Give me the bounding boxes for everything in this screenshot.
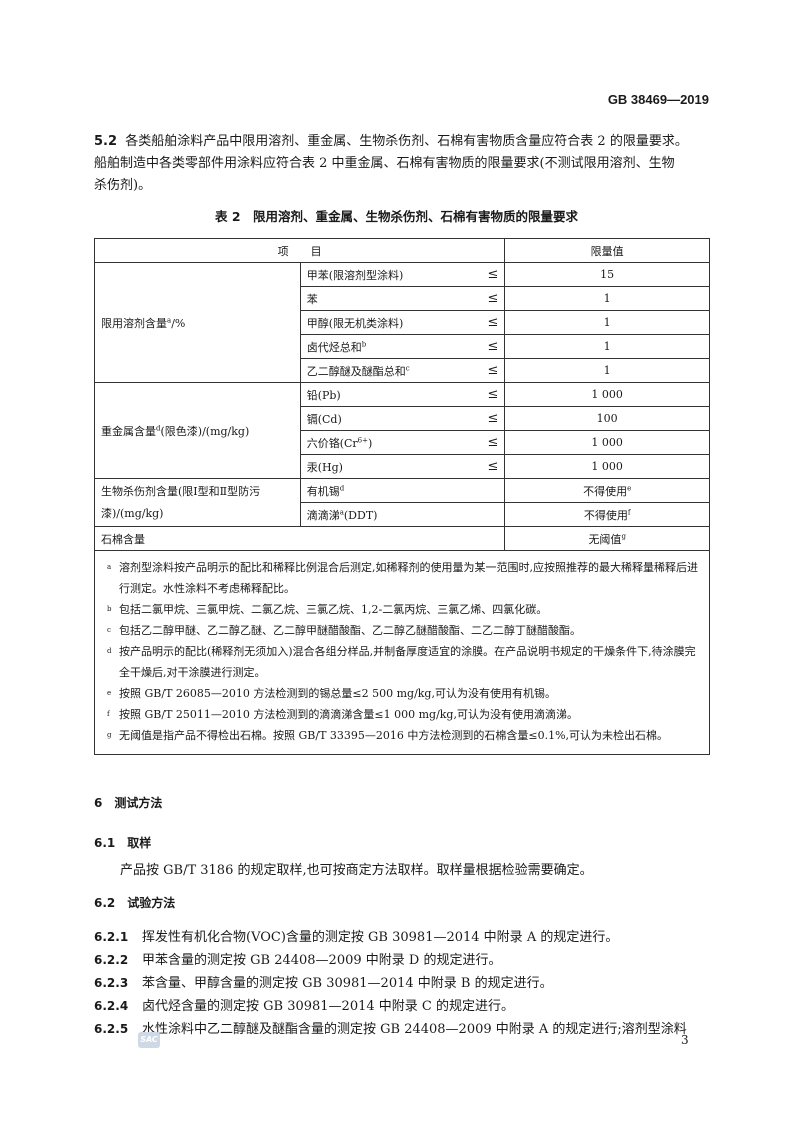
item-cell: 有机锡d [299, 478, 506, 503]
clause-5-2: 5.2 各类船舶涂料产品中限用溶剂、重金属、生物杀伤剂、石棉有害物质含量应符合表… [94, 131, 688, 197]
footnote: a 溶剂型涂料按产品明示的配比和稀释比例混合后测定,如稀释剂的使用量为某一范围时,… [107, 561, 698, 595]
item-cell: 汞(Hg) ≤ [299, 454, 506, 479]
limits-table: 项 目 限量值 限用溶剂含量a/% 甲苯(限溶剂型涂料) ≤ 15 苯 ≤ 1 甲醇… [93, 238, 710, 755]
section-6-2-heading: 6.2 试验方法 [94, 896, 176, 910]
value-cell: 100 [504, 406, 710, 431]
section-6-1-heading: 6.1 取样 [94, 836, 152, 850]
table-row: 卤代烃总和b ≤ 1 [95, 334, 710, 359]
item-cell: 六价铬(Cr6+) ≤ [299, 430, 506, 455]
clause-number: 5.2 [94, 134, 118, 149]
header-limit: 限量值 [504, 238, 710, 263]
value-cell: 1 [504, 310, 710, 335]
sac-logo: SAC [138, 1032, 160, 1048]
clause-line: 杀伤剂)。 [94, 178, 152, 193]
subclause: 6.2.2 甲苯含量的测定按 GB 24408—2009 中附录 D 的规定进行。 [94, 953, 502, 968]
page-number: 3 [681, 1033, 689, 1047]
item-cell: 镉(Cd) ≤ [299, 406, 506, 431]
table-row: 甲醇(限无机类涂料) ≤ 1 [95, 310, 710, 335]
clause-line: 船舶制造中各类零部件用涂料应符合表 2 中重金属、石棉有害物质的限量要求(不测试… [94, 156, 675, 171]
value-cell: 不得使用e [504, 478, 710, 503]
item-cell: 铅(Pb) ≤ [299, 382, 506, 407]
table-row: 汞(Hg) ≤ 1 000 [95, 454, 710, 479]
table-row: 滴滴涕a(DDT) 不得使用f [95, 502, 710, 527]
section-6-2-items: 6.2.1 挥发性有机化合物(VOC)含量的测定按 GB 30981—2014 中… [94, 926, 687, 1041]
subclause: 6.2.5 水性涂料中乙二醇醚及醚酯含量的测定按 GB 24408—2009 中附… [94, 1022, 687, 1037]
footnote: d 按产品明示的配比(稀释剂无须加入)混合各组分样品,并制备厚度适宜的涂膜。在产品… [107, 645, 696, 679]
table-row: 石棉含量 无阈值g [93, 526, 710, 551]
section-6-heading: 6 测试方法 [94, 796, 163, 810]
subclause: 6.2.1 挥发性有机化合物(VOC)含量的测定按 GB 30981—2014 中… [94, 930, 619, 945]
table-row: 生物杀伤剂含量(限Ⅰ型和Ⅱ型防污漆)/(mg/kg) 有机锡d 不得使用e [94, 478, 710, 527]
value-cell: 15 [504, 262, 710, 287]
item-cell: 甲醇(限无机类涂料) ≤ [299, 310, 506, 335]
item-cell: 苯 ≤ [299, 286, 506, 311]
document-id: GB 38469—2019 [607, 92, 709, 107]
table-row: 苯 ≤ 1 [95, 286, 710, 311]
value-cell: 1 [504, 358, 710, 383]
header-item: 项 目 [93, 238, 506, 263]
subclause: 6.2.4 卤代烃含量的测定按 GB 30981—2014 中附录 C 的规定进行… [94, 999, 514, 1014]
value-cell: 1 000 [504, 430, 710, 455]
item-cell: 卤代烃总和b ≤ [299, 334, 506, 359]
value-cell: 无阈值g [504, 526, 710, 551]
item-cell: 滴滴涕a(DDT) [299, 502, 506, 527]
table-caption: 表 2 限用溶剂、重金属、生物杀伤剂、石棉有害物质的限量要求 [214, 209, 579, 224]
footnote: c 包括乙二醇甲醚、乙二醇乙醚、乙二醇甲醚醋酸酯、乙二醇乙醚醋酸酯、二乙二醇丁醚醋… [107, 624, 581, 637]
asbestos-label: 石棉含量 [93, 526, 506, 551]
value-cell: 1 [504, 286, 710, 311]
value-cell: 1 000 [504, 454, 710, 479]
table-row: 乙二醇醚及醚酯总和c ≤ 1 [95, 358, 710, 383]
footnote: f 按照 GB/T 25011—2010 方法检测到的滴滴涕含量≤1 000 mg… [107, 708, 578, 721]
value-cell: 1 [504, 334, 710, 359]
table-row: 六价铬(Cr6+) ≤ 1 000 [95, 430, 710, 455]
footnote: g 无阈值是指产品不得检出石棉。按照 GB/T 33395—2016 中方法检测到… [107, 729, 669, 742]
table-row: 重金属含量d(限色漆)/(mg/kg) 铅(Pb) ≤ 1 000 [94, 382, 710, 479]
footnotes: a 溶剂型涂料按产品明示的配比和稀释比例混合后测定,如稀释剂的使用量为某一范围时,… [94, 550, 710, 755]
item-cell: 乙二醇醚及醚酯总和c ≤ [299, 358, 506, 383]
value-cell: 1 000 [504, 382, 710, 407]
table-header-row: 项 目 限量值 [93, 238, 710, 263]
section-6-1-text: 产品按 GB/T 3186 的规定取样,也可按商定方法取样。取样量根据检验需要确… [120, 863, 593, 878]
group-label: 重金属含量d(限色漆)/(mg/kg) [94, 382, 301, 479]
footnote: e 按照 GB/T 26085—2010 方法检测到的锡总量≤2 500 mg/k… [107, 687, 556, 700]
group-label: 限用溶剂含量a/% [94, 262, 301, 383]
value-cell: 不得使用f [504, 502, 710, 527]
group-label: 生物杀伤剂含量(限Ⅰ型和Ⅱ型防污漆)/(mg/kg) [94, 478, 301, 527]
footnotes-row: a 溶剂型涂料按产品明示的配比和稀释比例混合后测定,如稀释剂的使用量为某一范围时,… [94, 550, 710, 755]
table-row: 限用溶剂含量a/% 甲苯(限溶剂型涂料) ≤ 15 [94, 262, 710, 383]
item-cell: 甲苯(限溶剂型涂料) ≤ [299, 262, 506, 287]
subclause: 6.2.3 苯含量、甲醇含量的测定按 GB 30981—2014 中附录 B 的规… [94, 976, 553, 991]
clause-line: 各类船舶涂料产品中限用溶剂、重金属、生物杀伤剂、石棉有害物质含量应符合表 2 的… [125, 134, 688, 149]
footnote: b 包括二氯甲烷、三氯甲烷、二氯乙烷、三氯乙烷、1,2-二氯丙烷、三氯乙烯、四氯化… [107, 603, 548, 616]
